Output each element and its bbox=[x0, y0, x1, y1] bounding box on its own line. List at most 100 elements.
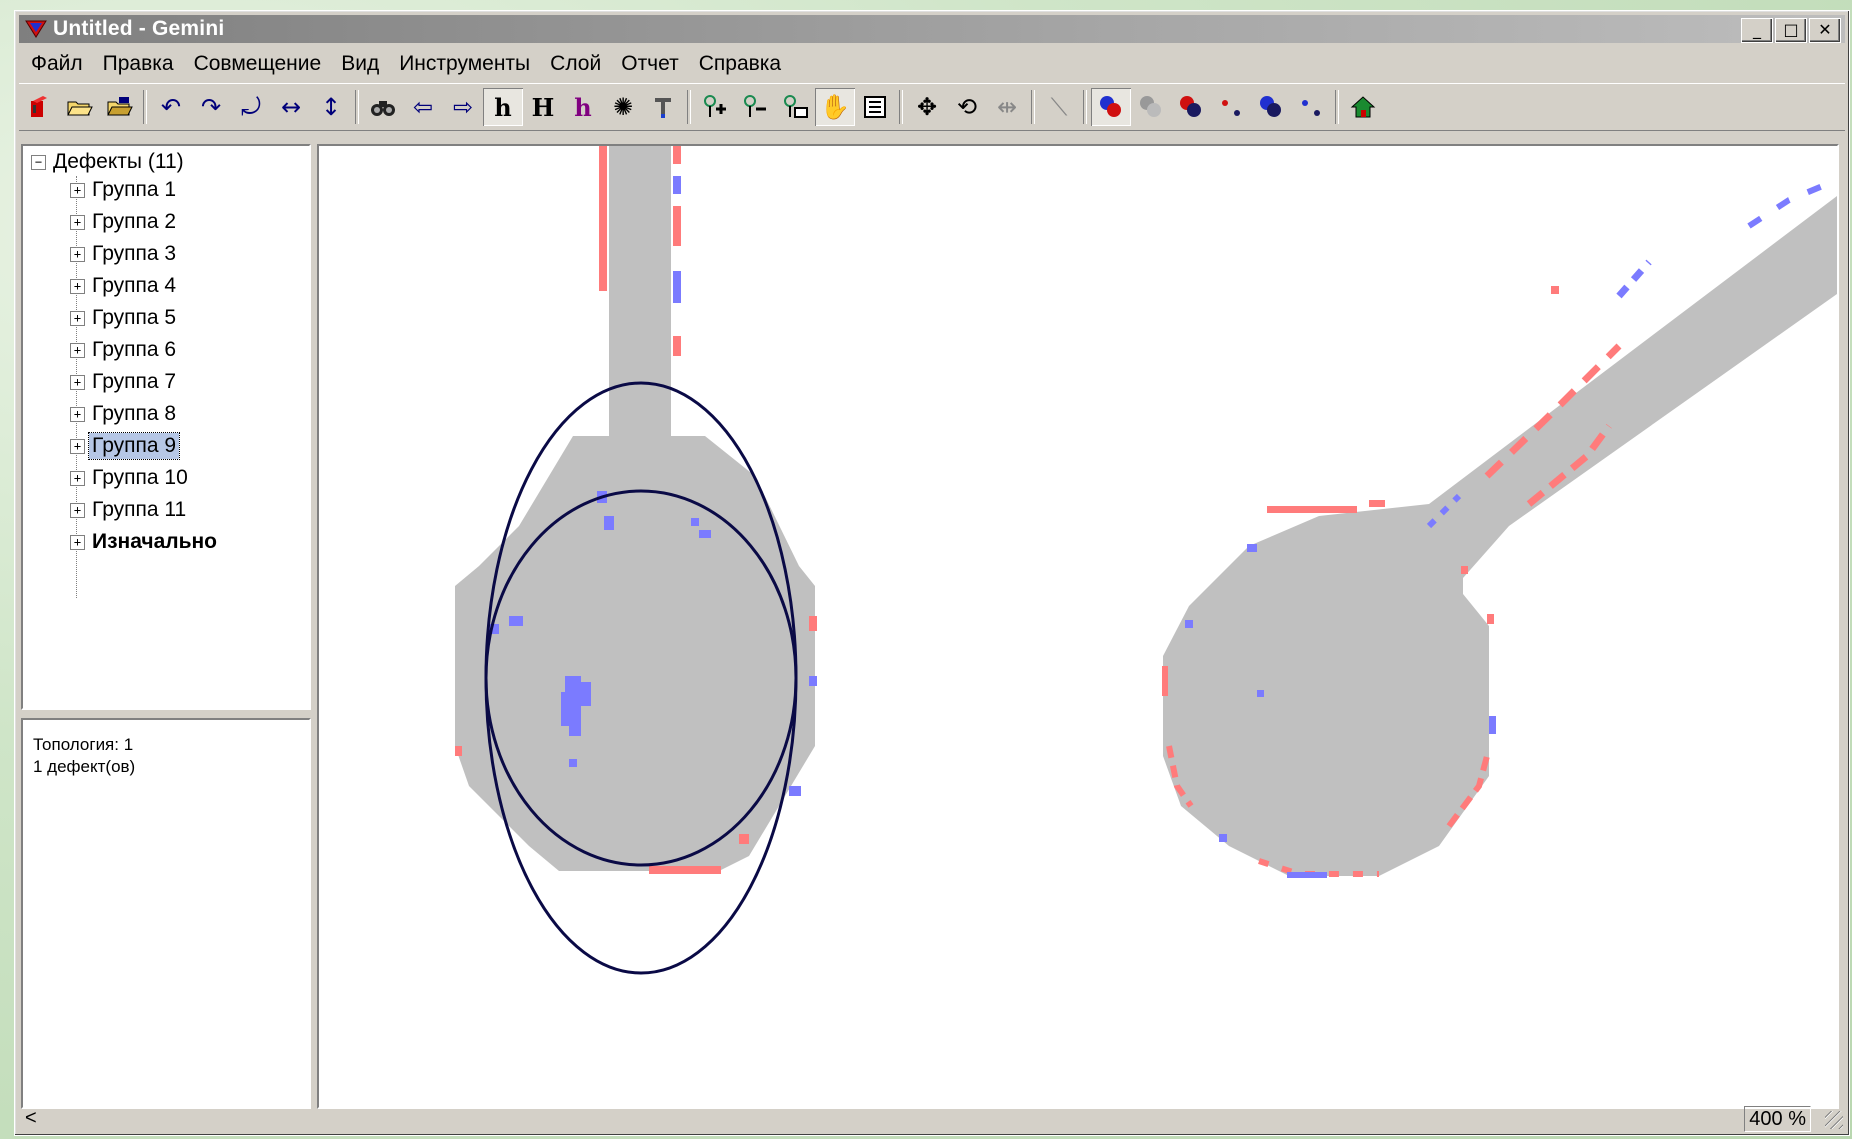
tree-item-label[interactable]: Группа 2 bbox=[92, 210, 177, 233]
list-icon[interactable] bbox=[855, 88, 895, 126]
flip-horizontal-icon[interactable]: ↔ bbox=[280, 93, 302, 121]
rotate-right-icon[interactable]: ↷ bbox=[200, 93, 222, 121]
tree-root[interactable]: − Дефекты (11) bbox=[31, 148, 187, 176]
expand-icon[interactable]: + bbox=[70, 342, 85, 358]
tree-item[interactable]: + Группа 11 bbox=[70, 496, 189, 524]
tree-item-label[interactable]: Группа 9 bbox=[87, 432, 181, 460]
tree-item[interactable]: + Группа 3 bbox=[70, 240, 179, 268]
tree-item[interactable]: + Группа 7 bbox=[70, 368, 179, 396]
tree-item[interactable]: + Изначально bbox=[70, 528, 220, 556]
rotate-180-icon[interactable]: ⤾ bbox=[241, 93, 261, 121]
defects-tree[interactable]: − Дефекты (11) + Группа 1 + Группа 2 + Груп… bbox=[21, 144, 311, 710]
menu-view[interactable]: Вид bbox=[341, 52, 380, 75]
menu-alignment[interactable]: Совмещение bbox=[193, 52, 322, 75]
expand-icon[interactable]: + bbox=[70, 502, 85, 518]
h-lower-icon[interactable]: h bbox=[483, 88, 523, 126]
defect-blue-icon[interactable] bbox=[1251, 88, 1291, 126]
expand-icon[interactable]: + bbox=[70, 182, 85, 198]
layout-canvas[interactable] bbox=[317, 144, 1839, 1109]
tree-item-label[interactable]: Группа 3 bbox=[92, 242, 177, 265]
app-window: Untitled - Gemini _ □ ✕ Файл Правка Совм… bbox=[14, 10, 1850, 1136]
expand-icon[interactable]: + bbox=[70, 278, 85, 294]
tree-item[interactable]: + Группа 1 bbox=[70, 176, 179, 204]
menu-tools[interactable]: Инструменты bbox=[399, 52, 531, 75]
maximize-button[interactable]: □ bbox=[1775, 18, 1807, 43]
toolbar-separator bbox=[1335, 90, 1339, 124]
pin-add-icon[interactable] bbox=[695, 88, 735, 126]
expand-icon[interactable]: + bbox=[70, 310, 85, 326]
dots-blue-icon[interactable] bbox=[1291, 88, 1331, 126]
title-bar[interactable]: Untitled - Gemini _ □ ✕ bbox=[19, 15, 1845, 43]
magnet-icon[interactable] bbox=[643, 88, 683, 126]
tree-item-label[interactable]: Изначально bbox=[92, 530, 218, 553]
defect-gray-icon[interactable] bbox=[1131, 88, 1171, 126]
tree-item-selected[interactable]: + Группа 9 bbox=[70, 432, 181, 460]
resize-grip-icon[interactable] bbox=[1825, 1111, 1843, 1129]
window-title: Untitled - Gemini bbox=[53, 17, 225, 40]
tree-root-label[interactable]: Дефекты (11) bbox=[53, 150, 184, 173]
rotate-tool-icon[interactable]: ⟲ bbox=[956, 93, 978, 121]
arrow-right-icon[interactable]: ⇨ bbox=[452, 93, 474, 121]
menu-edit[interactable]: Правка bbox=[102, 52, 174, 75]
tree-item[interactable]: + Группа 8 bbox=[70, 400, 179, 428]
expand-icon[interactable]: + bbox=[70, 438, 85, 454]
toolbar: ↶ ↷ ⤾ ↔ ↕ ⇦ ⇨ h H h ✺ ✋ ✥ ⟲ ⇹ ⟍ bbox=[19, 83, 1845, 131]
flip-vertical-icon[interactable]: ↕ bbox=[320, 93, 342, 121]
menu-file[interactable]: Файл bbox=[31, 52, 83, 75]
move-icon[interactable]: ✥ bbox=[916, 93, 938, 121]
tree-item-label[interactable]: Группа 10 bbox=[92, 466, 188, 489]
defect-blue-red-icon[interactable] bbox=[1091, 88, 1131, 126]
dots-red-icon[interactable] bbox=[1211, 88, 1251, 126]
defect-marker-inner[interactable] bbox=[484, 489, 798, 867]
stretch-icon[interactable]: ⇹ bbox=[996, 93, 1018, 121]
gemini-triangle-icon bbox=[25, 20, 47, 38]
hand-pan-icon[interactable]: ✋ bbox=[815, 88, 855, 126]
tree-item-label[interactable]: Группа 7 bbox=[92, 370, 177, 393]
toolbar-separator bbox=[143, 90, 147, 124]
tree-item-label[interactable]: Группа 5 bbox=[92, 306, 177, 329]
pcb-view[interactable] bbox=[319, 146, 1837, 1107]
arrow-left-icon[interactable]: ⇦ bbox=[412, 93, 434, 121]
tree-item[interactable]: + Группа 4 bbox=[70, 272, 179, 300]
expand-icon[interactable]: + bbox=[70, 406, 85, 422]
tree-item-label[interactable]: Группа 4 bbox=[92, 274, 177, 297]
tree-item-label[interactable]: Группа 8 bbox=[92, 402, 177, 425]
open-layout-icon[interactable] bbox=[19, 88, 59, 126]
expand-icon[interactable]: + bbox=[70, 246, 85, 262]
home-icon[interactable] bbox=[1343, 88, 1383, 126]
tree-item-label[interactable]: Группа 6 bbox=[92, 338, 177, 361]
pin-remove-icon[interactable] bbox=[735, 88, 775, 126]
zoom-level[interactable]: 400 % bbox=[1744, 1106, 1811, 1132]
defect-red-icon[interactable] bbox=[1171, 88, 1211, 126]
tree-item[interactable]: + Группа 10 bbox=[70, 464, 191, 492]
tree-item[interactable]: + Группа 6 bbox=[70, 336, 179, 364]
tree-item-label[interactable]: Группа 1 bbox=[92, 178, 177, 201]
collapse-icon[interactable]: − bbox=[31, 154, 46, 170]
tree-item[interactable]: + Группа 2 bbox=[70, 208, 179, 236]
tree-item[interactable]: + Группа 5 bbox=[70, 304, 179, 332]
pin-clear-icon[interactable] bbox=[775, 88, 815, 126]
status-text: < bbox=[25, 1106, 37, 1129]
tree-item-label[interactable]: Группа 11 bbox=[92, 498, 187, 521]
line-tool-icon[interactable]: ⟍ bbox=[1050, 93, 1068, 121]
open-folder2-icon[interactable] bbox=[99, 88, 139, 126]
h-purple-icon[interactable]: h bbox=[574, 92, 592, 122]
close-button[interactable]: ✕ bbox=[1809, 18, 1841, 43]
sparkle-icon[interactable]: ✺ bbox=[612, 93, 634, 121]
open-folder-icon[interactable] bbox=[59, 88, 99, 126]
toolbar-separator bbox=[1031, 90, 1035, 124]
h-upper-icon[interactable]: H bbox=[531, 92, 555, 122]
rotate-left-icon[interactable]: ↶ bbox=[160, 93, 182, 121]
menu-layer[interactable]: Слой bbox=[550, 52, 602, 75]
minimize-button[interactable]: _ bbox=[1741, 18, 1773, 43]
menu-help[interactable]: Справка bbox=[698, 52, 782, 75]
defect-markers[interactable] bbox=[484, 381, 798, 975]
expand-icon[interactable]: + bbox=[70, 470, 85, 486]
binoculars-icon[interactable] bbox=[363, 88, 403, 126]
expand-icon[interactable]: + bbox=[70, 534, 85, 550]
expand-icon[interactable]: + bbox=[70, 374, 85, 390]
toolbar-separator bbox=[687, 90, 691, 124]
status-bar: < 400 % bbox=[19, 1105, 1845, 1132]
menu-report[interactable]: Отчет bbox=[621, 52, 679, 75]
expand-icon[interactable]: + bbox=[70, 214, 85, 230]
